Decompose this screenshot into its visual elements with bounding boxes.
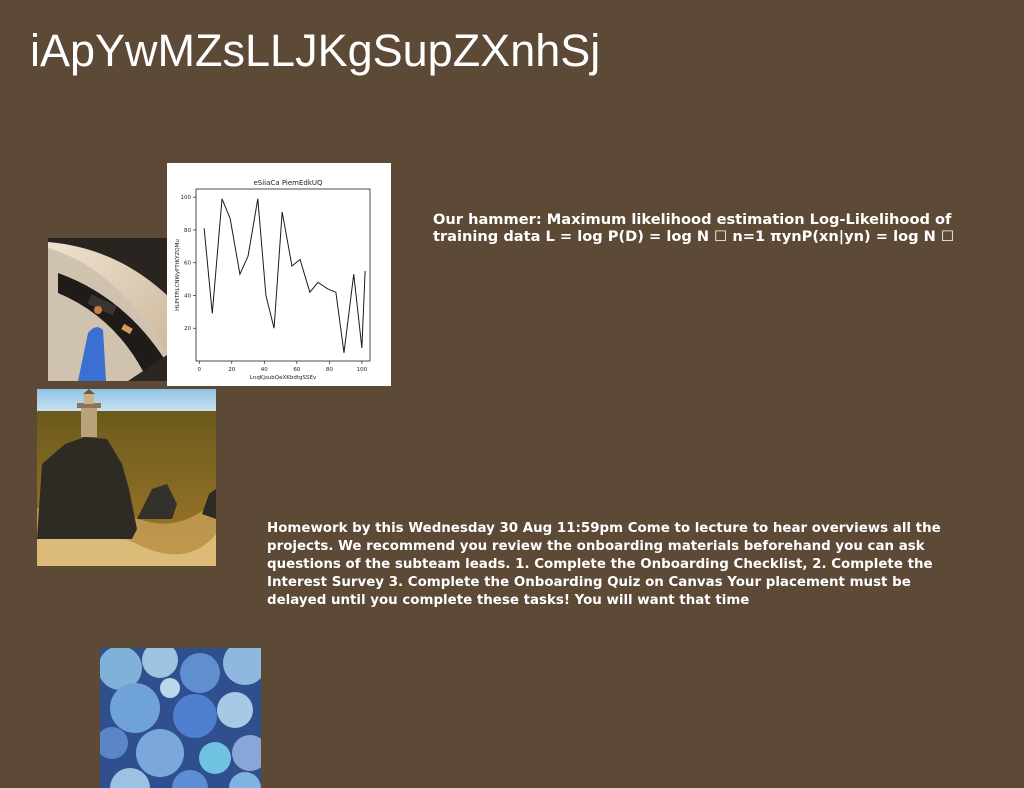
blue-discs-photo — [100, 648, 261, 788]
x-tick-label: 0 — [198, 367, 202, 373]
monitor-photo — [48, 238, 170, 381]
x-tick-label: 80 — [326, 367, 333, 373]
slide-title: iApYwMZsLLJKgSupZXnhSj — [30, 25, 601, 76]
line-chart-svg: eSiiaCa PiemEdkUQ 0 20 40 60 80 100 20 40 60 80 1… — [175, 179, 371, 381]
plot-frame — [195, 188, 371, 362]
y-tick-label: 100 — [181, 195, 192, 201]
x-tick-label: 100 — [357, 367, 368, 373]
y-tick-label: 20 — [184, 326, 191, 332]
x-tick-label: 40 — [261, 367, 268, 373]
y-axis-label: HLPtTFiLCNWyFTtKYZQMu — [175, 239, 181, 311]
y-tick-label: 40 — [184, 293, 191, 299]
lighthouse-photo — [37, 389, 216, 566]
y-axis: 20 40 60 80 100 — [181, 195, 196, 332]
x-axis: 0 20 40 60 80 100 — [198, 361, 368, 373]
mle-paragraph: Our hammer: Maximum likelihood estimatio… — [433, 211, 955, 245]
y-tick-label: 60 — [184, 261, 191, 267]
series-line — [203, 198, 366, 353]
line-chart: eSiiaCa PiemEdkUQ 0 20 40 60 80 100 20 40 60 80 1… — [167, 163, 391, 386]
chart-title: eSiiaCa PiemEdkUQ — [253, 179, 323, 187]
homework-paragraph: Homework by this Wednesday 30 Aug 11:59p… — [267, 521, 941, 608]
y-tick-label: 80 — [184, 228, 191, 234]
x-tick-label: 60 — [293, 367, 300, 373]
x-tick-label: 20 — [228, 367, 235, 373]
x-axis-label: LnqKjsubQeXKbdtgSSEv — [250, 375, 317, 381]
